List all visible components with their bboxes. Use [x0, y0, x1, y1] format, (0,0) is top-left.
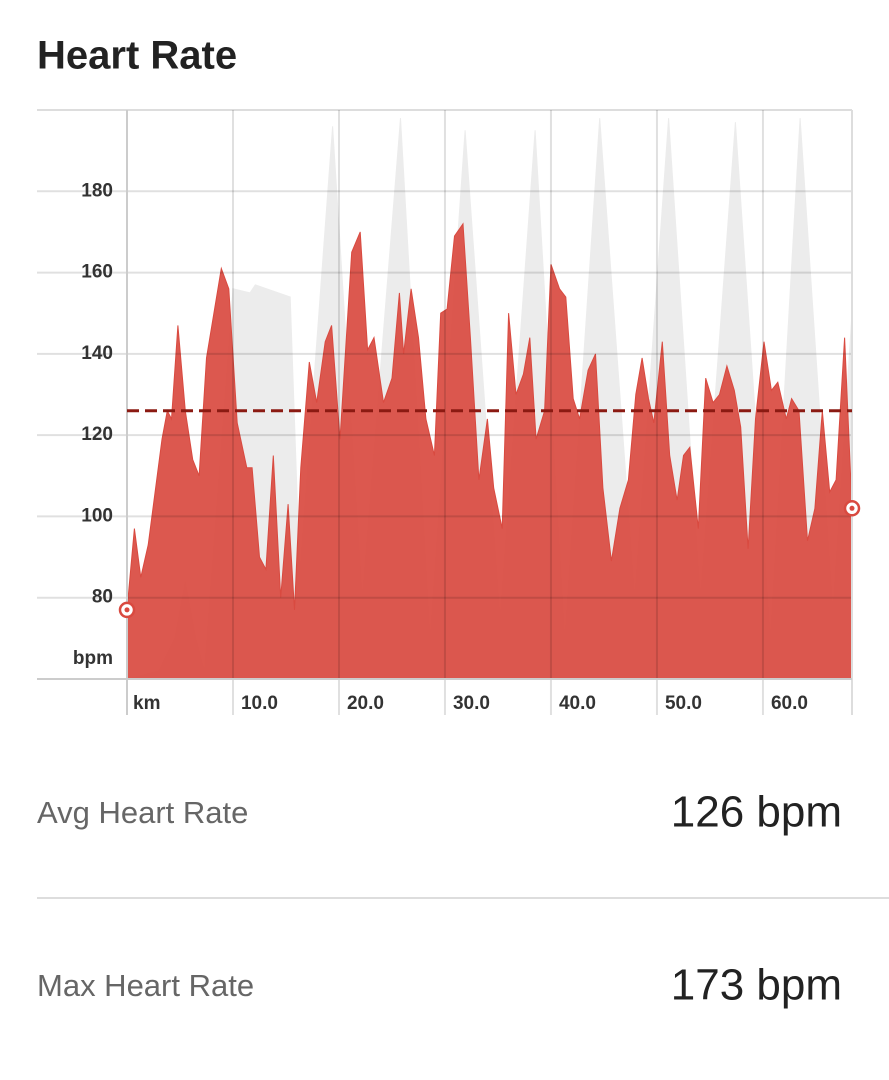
x-tick-label: 10.0 — [241, 693, 278, 714]
y-tick-label: 140 — [81, 343, 113, 364]
area-fill — [127, 223, 852, 680]
stat-label: Avg Heart Rate — [37, 795, 248, 830]
x-tick-label: 30.0 — [453, 693, 490, 714]
y-tick-label: 120 — [81, 424, 113, 445]
y-tick-label: 160 — [81, 262, 113, 283]
x-tick-label: 50.0 — [665, 693, 702, 714]
stat-value: 126 bpm — [671, 788, 842, 837]
stat-label: Max Heart Rate — [37, 968, 254, 1003]
x-axis-label: km — [133, 693, 160, 714]
x-tick-label: 60.0 — [771, 693, 808, 714]
series-line — [126, 222, 853, 610]
y-tick-label: 80 — [92, 587, 113, 608]
title: Heart Rate — [37, 34, 237, 78]
y-tick-label: 180 — [81, 180, 113, 201]
y-axis-label: bpm — [73, 648, 113, 669]
end-marker-dot — [849, 505, 855, 511]
x-tick-label: 20.0 — [347, 693, 384, 714]
x-tick-label: 40.0 — [559, 693, 596, 714]
chart: 80 100 120 140 160 180 10.0 20.0 30.0 40.0 50.0 60.… — [37, 109, 861, 715]
y-tick-label: 100 — [81, 505, 113, 526]
end-marker-dot — [124, 607, 130, 613]
stat-value: 173 bpm — [671, 961, 842, 1010]
